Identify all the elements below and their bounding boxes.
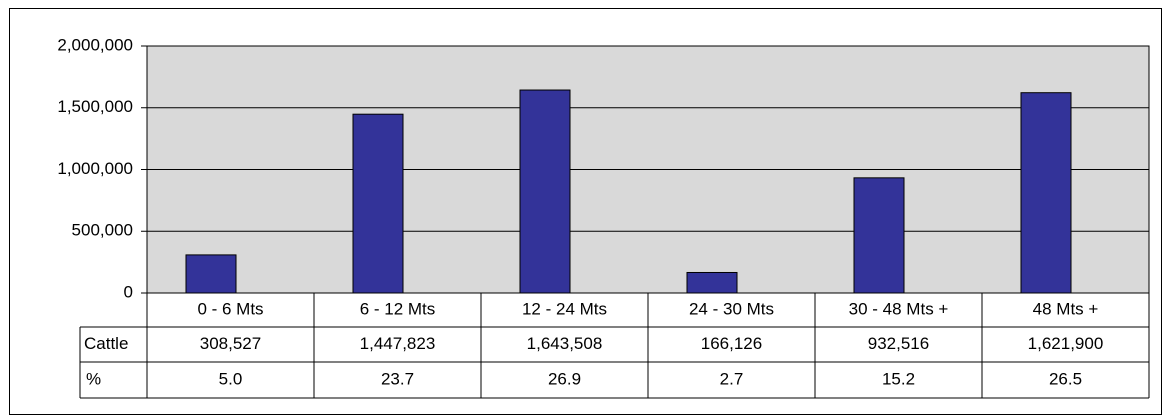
bar: [185, 254, 237, 294]
table-value: 166,126: [701, 334, 762, 353]
y-tick-label: 1,500,000: [57, 97, 133, 116]
bar: [686, 271, 738, 294]
bar: [1020, 92, 1072, 294]
x-tick-label: 30 - 48 Mts +: [849, 299, 949, 318]
table-value: 2.7: [720, 369, 744, 388]
x-tick-label: 24 - 30 Mts: [689, 299, 774, 318]
table-value: 932,516: [868, 334, 929, 353]
table-value: 1,621,900: [1028, 334, 1104, 353]
table-value: 1,643,508: [527, 334, 603, 353]
table-value: 23.7: [381, 369, 414, 388]
table-value: 26.5: [1049, 369, 1082, 388]
table-value: 26.9: [548, 369, 581, 388]
table-value: 5.0: [219, 369, 243, 388]
y-tick-label: 2,000,000: [57, 35, 133, 54]
bar: [853, 177, 905, 294]
x-tick-label: 48 Mts +: [1033, 299, 1099, 318]
x-tick-label: 6 - 12 Mts: [360, 299, 436, 318]
y-tick-label: 0: [124, 282, 133, 301]
row-label: %: [86, 369, 101, 388]
table-value: 15.2: [882, 369, 915, 388]
table-value: 308,527: [200, 334, 261, 353]
y-tick-label: 500,000: [72, 221, 133, 240]
row-label: Cattle: [84, 334, 128, 353]
bar: [352, 113, 404, 294]
x-tick-label: 12 - 24 Mts: [522, 299, 607, 318]
x-tick-label: 0 - 6 Mts: [197, 299, 263, 318]
y-tick-label: 1,000,000: [57, 159, 133, 178]
bar: [519, 89, 571, 294]
table-value: 1,447,823: [360, 334, 436, 353]
